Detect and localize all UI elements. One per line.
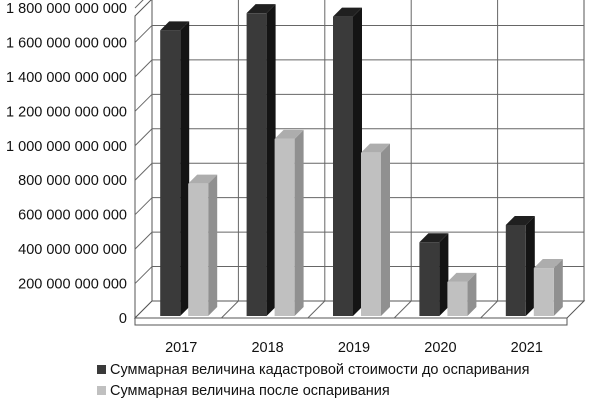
side-wall xyxy=(134,0,153,320)
y-tick-label: 0 xyxy=(119,311,127,327)
x-category-label: 2018 xyxy=(251,340,283,356)
gridline-side xyxy=(134,25,153,43)
gridline-side xyxy=(134,162,153,181)
x-category-label: 2019 xyxy=(338,340,370,356)
gridline-side xyxy=(134,266,153,284)
y-tick-label: 1 200 000 000 000 xyxy=(6,104,127,120)
bar xyxy=(505,216,535,316)
floor-divider xyxy=(221,300,239,319)
y-tick-label: 600 000 000 000 xyxy=(18,208,127,224)
legend-label: Суммарная величина после оспаривания xyxy=(110,383,390,399)
y-tick-label: 800 000 000 000 xyxy=(18,173,127,189)
floor-divider xyxy=(480,300,498,319)
legend: Суммарная величина кадастровой стоимости… xyxy=(97,362,529,399)
legend-label: Суммарная величина кадастровой стоимости… xyxy=(110,362,529,378)
y-tick-label: 1 000 000 000 000 xyxy=(6,139,127,155)
gridline-side xyxy=(134,231,153,250)
bar xyxy=(274,129,304,316)
bar xyxy=(419,233,449,316)
gridline-side xyxy=(134,93,153,112)
x-category-label: 2020 xyxy=(424,340,456,356)
bar xyxy=(533,259,563,316)
bar xyxy=(188,174,218,316)
y-tick-label: 400 000 000 000 xyxy=(18,242,127,258)
gridline-side xyxy=(134,59,153,78)
bar xyxy=(160,21,190,317)
legend-swatch xyxy=(97,365,106,374)
y-tick-label: 1 800 000 000 000 xyxy=(6,1,127,17)
y-tick-label: 1 400 000 000 000 xyxy=(6,70,127,86)
floor-divider xyxy=(307,300,326,319)
y-axis-tick-labels: 0 200 000 000 000 400 000 000 000 600 000 0… xyxy=(6,1,127,327)
y-tick-label: 1 600 000 000 000 xyxy=(6,35,127,51)
x-axis-category-labels: 2017 2018 2019 2020 2021 xyxy=(165,340,543,356)
gridline-side xyxy=(134,0,144,9)
floor-divider xyxy=(393,300,412,319)
gridline-side xyxy=(134,128,153,147)
y-tick-label: 200 000 000 000 xyxy=(18,277,127,293)
bar xyxy=(361,143,390,316)
x-category-label: 2021 xyxy=(511,340,543,356)
floor-edge xyxy=(134,317,568,326)
bars xyxy=(160,4,563,317)
gridline-side xyxy=(134,197,153,216)
bar xyxy=(246,4,276,317)
legend-swatch xyxy=(97,386,106,395)
x-category-label: 2017 xyxy=(165,340,197,356)
bar xyxy=(333,7,362,316)
bar xyxy=(447,272,477,316)
